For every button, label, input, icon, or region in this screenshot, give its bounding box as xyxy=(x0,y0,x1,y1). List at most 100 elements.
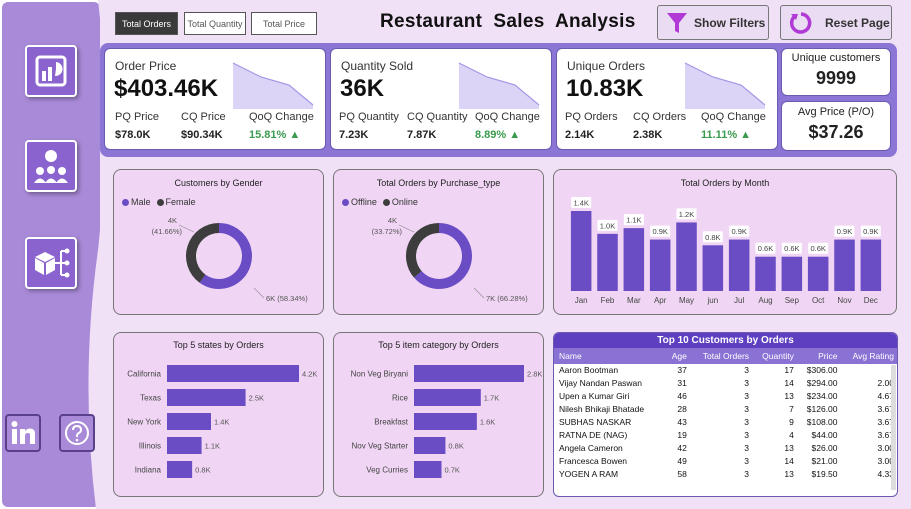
bar-nov[interactable] xyxy=(834,239,855,291)
table-row[interactable]: Aaron Bootman 37 3 17 $306.00 xyxy=(554,364,897,377)
kpi-quantity-sold: Quantity Sold 36K PQ Quantity CQ Quantit… xyxy=(330,48,552,150)
table-row[interactable]: Upen a Kumar Giri 46 3 13 $234.00 4.67 xyxy=(554,390,897,403)
bar-feb[interactable] xyxy=(597,233,618,291)
table-row[interactable]: Vijay Nandan Paswan 31 3 14 $294.00 2.00 xyxy=(554,377,897,390)
kpi-label: Avg Price (P/O) xyxy=(797,106,875,118)
column-header-name[interactable]: Name xyxy=(554,348,665,364)
bar-item-1[interactable] xyxy=(414,389,481,406)
table-cell-name: Vijay Nandan Paswan xyxy=(559,378,643,389)
table-row[interactable]: Francesca Bowen 49 3 14 $21.00 3.00 xyxy=(554,454,897,467)
table-cell-age: 42 xyxy=(677,442,687,453)
up-arrow-icon: ▲ xyxy=(509,129,521,141)
kpi-sub3-value: 8.89% ▲ xyxy=(475,129,520,141)
bar-state-4[interactable] xyxy=(167,461,193,478)
products-icon xyxy=(35,248,70,278)
bar-state-1[interactable] xyxy=(167,389,246,406)
data-label-purchase-0: 7K (66.28%) xyxy=(486,294,528,303)
category-label-state-1: Texas xyxy=(140,394,161,403)
table-row[interactable]: YOGEN A RAM 58 3 13 $19.50 4.33 xyxy=(554,467,897,480)
tab-total-orders[interactable]: Total Orders xyxy=(115,12,178,35)
table-header-row: Name Age Total Orders Quantity Price Avg Rati… xyxy=(554,348,897,364)
bar-state-2[interactable] xyxy=(167,413,211,430)
sidebar-decoration xyxy=(88,0,100,509)
column-header-price[interactable]: Price xyxy=(796,348,841,364)
kpi-label: Order Price xyxy=(115,59,177,73)
kpi-sub3-label: QoQ Change xyxy=(249,111,314,123)
data-label-oct: 0.6K xyxy=(810,244,825,253)
bar-item-3[interactable] xyxy=(414,437,446,454)
table-cell-name: Angela Cameron xyxy=(559,442,623,453)
bar-state-0[interactable] xyxy=(167,365,299,382)
donut-slice-gender-female[interactable] xyxy=(186,223,220,283)
table-cell-total-orders: 3 xyxy=(744,391,750,402)
table-cell-price: $126.00 xyxy=(806,404,838,415)
bar-jul[interactable] xyxy=(728,239,750,291)
donut-slice-purchase-online[interactable] xyxy=(406,223,440,278)
table-cell-avg-rating: 2.00 xyxy=(877,378,894,389)
column-header-quantity[interactable]: Quantity xyxy=(752,348,797,364)
table-row[interactable]: Angela Cameron 42 3 13 $26.00 3.00 xyxy=(554,441,897,454)
bar-chart-orders-by-month: 1.4K Jan 1.0K Feb 1.1K Mar 0.9K Apr 1.2K May 0.8K j… xyxy=(570,197,882,305)
help-button[interactable] xyxy=(59,414,95,452)
bar-apr[interactable] xyxy=(649,239,671,291)
table-cell-name: SUBHAS NASKAR xyxy=(559,417,632,427)
table-cell-name: Aaron Bootman xyxy=(559,365,619,376)
bar-chart-top-states: California 4.2K Texas 2.5K New York 1.4K Illin… xyxy=(127,365,317,478)
donut-slice-purchase-offline[interactable] xyxy=(414,223,472,289)
column-header-total-orders[interactable]: Total Orders xyxy=(689,348,753,364)
bar-may[interactable] xyxy=(676,222,697,291)
bar-sep[interactable] xyxy=(781,256,803,291)
tick-label-may: May xyxy=(679,296,694,305)
tab-total-quantity[interactable]: Total Quantity xyxy=(184,12,246,35)
table-cell-name: YOGEN A RAM xyxy=(559,468,619,479)
bar-jun[interactable] xyxy=(702,245,724,291)
tab-total-price[interactable]: Total Price xyxy=(251,12,317,35)
legend-item-female: Female xyxy=(156,197,196,207)
kpi-label: Unique Orders xyxy=(567,59,646,73)
bar-item-0[interactable] xyxy=(414,365,524,382)
table-cell-price: $108.00 xyxy=(806,417,838,427)
nav-products-button[interactable] xyxy=(25,237,77,289)
bar-mar[interactable] xyxy=(623,228,645,291)
table-row[interactable]: RATNA DE (NAG) 19 3 4 $44.00 3.67 xyxy=(554,428,897,441)
bar-item-4[interactable] xyxy=(414,461,442,478)
nav-customers-button[interactable] xyxy=(25,140,77,192)
nav-sales-report-button[interactable] xyxy=(25,45,77,97)
reset-page-button[interactable]: Reset Page xyxy=(780,5,892,40)
bar-aug[interactable] xyxy=(755,256,776,291)
kpi-sub2-label: CQ Orders xyxy=(633,111,687,123)
data-label-box xyxy=(571,197,592,208)
donut-slice-gender-male[interactable] xyxy=(199,223,252,289)
linkedin-icon xyxy=(11,421,35,444)
bar-state-3[interactable] xyxy=(167,437,202,454)
table-body: Aaron Bootman 37 3 17 $306.00 Vijay Nandan Pa… xyxy=(554,364,897,480)
tick-label-jul: Jul xyxy=(734,296,744,305)
table-row[interactable]: SUBHAS NASKAR 43 3 9 $108.00 3.67 xyxy=(554,416,897,429)
column-header-age[interactable]: Age xyxy=(664,348,690,364)
data-label-state-0: 4.2K xyxy=(302,370,317,379)
tick-label-nov: Nov xyxy=(837,296,851,305)
kpi-sub3-value: 11.11% ▲ xyxy=(701,129,751,141)
column-header-avg-rating[interactable]: Avg Rating xyxy=(840,348,897,364)
data-label-jan: 1.4K xyxy=(573,199,588,208)
table-row[interactable]: Nilesh Bhikaji Bhatade 28 3 7 $126.00 3.67 xyxy=(554,403,897,416)
kpi-value: $403.46K xyxy=(114,75,219,102)
bar-jan[interactable] xyxy=(570,211,592,291)
table-cell-avg-rating xyxy=(841,364,897,377)
show-filters-button[interactable]: Show Filters xyxy=(657,5,769,40)
data-label-mar: 1.1K xyxy=(626,216,641,225)
data-label-box xyxy=(755,242,776,254)
bar-item-2[interactable] xyxy=(414,413,477,430)
tick-label-jan: Jan xyxy=(575,296,588,305)
table-cell-name: Upen a Kumar Giri xyxy=(559,391,630,402)
tick-label-mar: Mar xyxy=(627,296,641,305)
data-label-purchase-1-percent: (33.72%) xyxy=(372,227,403,236)
linkedin-button[interactable] xyxy=(5,414,41,452)
bar-oct[interactable] xyxy=(807,256,829,291)
category-label-state-2: New York xyxy=(127,418,162,427)
table-cell-price: $44.00 xyxy=(811,429,838,440)
table-scrollbar[interactable] xyxy=(891,365,896,490)
data-label-gender-0: 6K (58.34%) xyxy=(266,294,308,303)
chart-title: Customers by Gender xyxy=(174,178,263,188)
bar-dec[interactable] xyxy=(860,239,882,291)
